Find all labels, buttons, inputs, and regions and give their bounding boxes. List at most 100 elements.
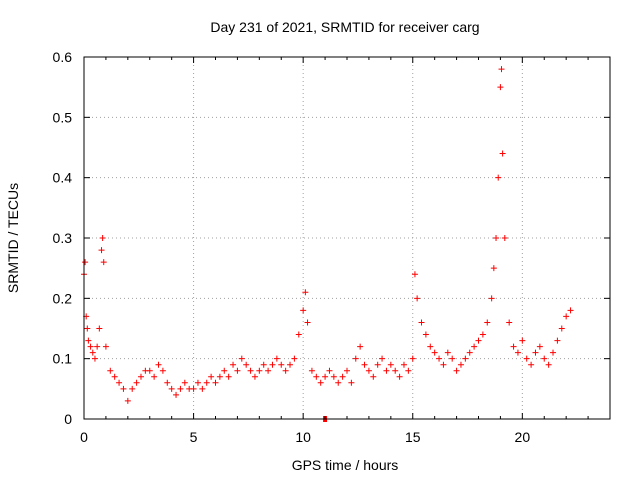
data-point — [212, 379, 219, 386]
data-point — [545, 361, 552, 368]
data-point — [414, 295, 421, 302]
data-point — [348, 379, 355, 386]
data-point — [374, 361, 381, 368]
data-point — [168, 385, 175, 392]
data-point — [129, 385, 136, 392]
data-point — [501, 235, 508, 241]
data-point — [392, 367, 399, 374]
data-point — [488, 295, 495, 302]
x-tick-label: 0 — [80, 429, 88, 445]
data-point — [146, 367, 153, 374]
data-point — [102, 343, 109, 350]
chart-title: Day 231 of 2021, SRMTID for receiver car… — [210, 19, 479, 35]
data-point — [453, 367, 460, 374]
y-tick-label: 0 — [64, 411, 72, 427]
data-point — [532, 349, 539, 356]
data-point — [133, 379, 140, 386]
data-point — [120, 385, 127, 392]
data-point — [387, 361, 394, 368]
data-point — [282, 367, 289, 374]
data-point — [444, 349, 451, 356]
y-tick-label: 0.3 — [53, 230, 73, 246]
tick-labels: 0 5 10 15 20 0 0.1 0.2 0.3 0.4 0.5 0.6 — [53, 49, 611, 445]
data-point — [278, 361, 285, 368]
data-point — [308, 367, 315, 374]
data-point — [400, 361, 407, 368]
data-point — [352, 355, 359, 362]
data-point — [190, 385, 197, 392]
data-point — [313, 373, 320, 380]
data-point — [273, 355, 280, 362]
data-point — [164, 379, 171, 386]
data-point — [409, 355, 416, 362]
data-point — [471, 343, 478, 350]
data-point — [567, 307, 574, 314]
data-point — [199, 385, 206, 392]
data-point — [563, 313, 570, 320]
data-point — [411, 271, 418, 278]
y-tick-label: 0.5 — [53, 109, 73, 125]
data-point — [436, 355, 443, 362]
data-point — [151, 373, 158, 380]
data-point — [269, 361, 276, 368]
data-point — [490, 265, 497, 272]
data-point — [357, 343, 364, 350]
data-point — [484, 319, 491, 326]
data-point — [265, 367, 272, 374]
data-point — [541, 355, 548, 362]
data-point — [100, 259, 107, 266]
data-point — [550, 349, 557, 356]
data-point — [493, 235, 500, 241]
data-point — [361, 361, 368, 368]
data-point — [291, 355, 298, 362]
data-point — [528, 361, 535, 368]
data-point — [234, 367, 241, 374]
data-point — [506, 319, 513, 326]
data-point — [365, 367, 372, 374]
data-point — [405, 367, 412, 374]
data-point — [96, 325, 103, 332]
data-point — [84, 325, 91, 332]
data-point — [379, 355, 386, 362]
data-point — [238, 355, 245, 362]
data-point — [558, 325, 565, 332]
data-point — [111, 373, 118, 380]
data-point — [330, 373, 337, 380]
data-point — [457, 361, 464, 368]
x-axis-label: GPS time / hours — [292, 457, 399, 473]
data-point — [479, 331, 486, 338]
data-point — [510, 343, 517, 350]
data-point — [466, 349, 473, 356]
y-tick-label: 0.2 — [53, 290, 73, 306]
data-point — [256, 367, 263, 374]
data-point — [339, 373, 346, 380]
data-point — [137, 373, 144, 380]
x-tick-label: 5 — [190, 429, 198, 445]
data-point — [523, 355, 530, 362]
data-point — [221, 367, 228, 374]
data-point — [344, 367, 350, 374]
data-point — [243, 361, 250, 368]
data-point — [87, 343, 94, 350]
grid-lines — [84, 57, 610, 419]
data-point — [225, 373, 232, 380]
data-point — [462, 355, 469, 362]
data-point — [208, 373, 215, 380]
data-point — [295, 331, 302, 338]
y-tick-label: 0.4 — [53, 170, 73, 186]
data-point — [82, 259, 89, 266]
data-point — [304, 319, 311, 326]
data-point — [230, 361, 237, 368]
data-point — [449, 355, 456, 362]
data-point — [495, 174, 502, 181]
x-tick-label: 10 — [295, 429, 311, 445]
data-point — [203, 379, 210, 386]
data-point — [107, 367, 114, 374]
data-point — [98, 247, 105, 254]
data-point — [216, 373, 223, 380]
data-point — [322, 373, 329, 380]
data-point — [300, 307, 307, 314]
data-point — [536, 343, 543, 350]
y-tick-label: 0.6 — [53, 49, 73, 65]
